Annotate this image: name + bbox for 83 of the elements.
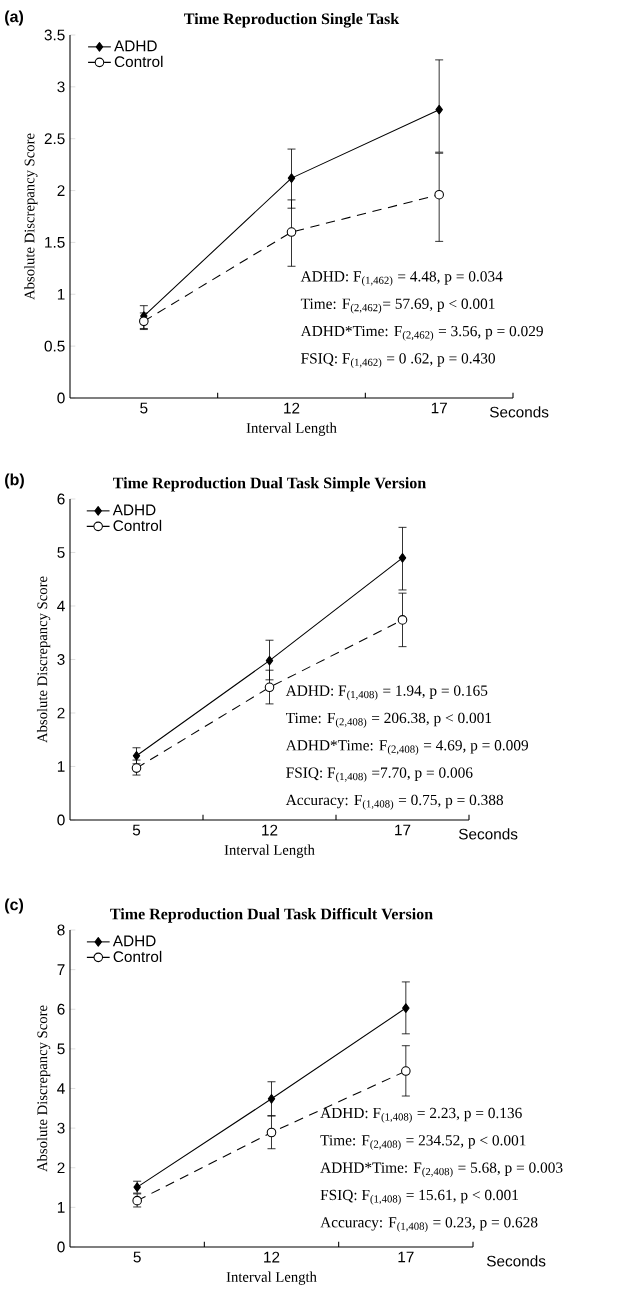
text: Seconds (489, 406, 549, 418)
annotation: ADHD*Time: F$_{(2,408)}$ = 4.69, p = 0.009 (285, 740, 529, 755)
point (398, 553, 407, 563)
y-axis-title: Absolute Discrepancy Score (36, 1005, 51, 1172)
legend-label: Control (113, 519, 162, 532)
point (401, 1066, 411, 1076)
x-axis-title: Interval Length (226, 1271, 317, 1285)
y-tick-label: 2.5 (44, 133, 65, 145)
x-tick-label: 12 (264, 1251, 280, 1263)
x-tick-label: 5 (133, 1251, 141, 1263)
annotation: ADHD*Time: F$_{(2,408)}$ = 5.68, p = 0.003 (320, 1162, 563, 1178)
y-tick-label: 1 (57, 761, 65, 772)
y-tick-label: 0 (57, 1241, 65, 1253)
chart-title: Time Reproduction Dual Task Difficult Version (110, 907, 433, 923)
annotation: ADHD: F$_{(1,408)}$ = 2.23, p = 0.136 (320, 1107, 522, 1123)
text: Seconds (486, 1255, 546, 1267)
point (265, 655, 274, 666)
y-tick-label: 6 (57, 1003, 65, 1015)
chart-title: Time Reproduction Single Task (184, 12, 400, 28)
y-tick-label: 3.5 (44, 29, 65, 41)
x-tick-label: 17 (431, 402, 447, 414)
y-tick-label: 8 (57, 924, 65, 936)
point (435, 104, 443, 115)
point (267, 1093, 276, 1104)
legend-label: ADHD (112, 935, 156, 947)
point (286, 227, 297, 237)
point (434, 189, 444, 200)
y-tick-label: 5 (57, 1043, 65, 1055)
annotation: ADHD: F$_{(1,408)}$ = 1.94, p = 0.165 (285, 685, 488, 701)
point (287, 173, 296, 183)
x-axis-title: Interval Length (246, 422, 337, 436)
annotation: Accuracy: F$_{(1,408)}$ = 0.23, p = 0.628 (320, 1217, 538, 1232)
legend-label: Control (114, 55, 163, 68)
y-tick-label: 1 (57, 1202, 65, 1213)
y-tick-label: 4 (57, 1083, 65, 1094)
y-tick-label: 5 (57, 547, 65, 558)
text: (b) (5, 473, 24, 489)
y-tick-label: 2 (57, 707, 65, 719)
y-tick-label: 0.5 (44, 340, 65, 352)
y-tick-label: 1 (57, 289, 65, 300)
y-tick-label: 3 (57, 1122, 65, 1134)
point (397, 615, 408, 625)
point (266, 1127, 277, 1138)
point (132, 750, 141, 761)
x-tick-label: 12 (284, 402, 300, 414)
legend-label: Control (113, 950, 162, 963)
annotation: Time: F$_{(2,408)}$ = 206.38, p < 0.001 (286, 712, 492, 728)
y-axis-title: Absolute Discrepancy Score (24, 133, 38, 300)
x-tick-label: 17 (395, 824, 411, 836)
x-tick-label: 5 (132, 824, 141, 836)
text: (c) (5, 898, 24, 914)
x-tick-label: 5 (140, 402, 148, 414)
x-axis-title: Interval Length (224, 844, 315, 858)
y-tick-label: 1.5 (45, 237, 65, 248)
annotation: FSIQ: F$_{(1,462)}$ = 0 .62, p = 0.430 (301, 353, 495, 369)
y-tick-label: 3 (57, 81, 65, 93)
annotation: FSIQ: F$_{(1,408)}$ = 15.61, p < 0.001 (320, 1189, 518, 1205)
y-tick-label: 2 (57, 1162, 65, 1174)
annotation: ADHD: F$_{(1,462)}$ = 4.48, p = 0.034 (300, 271, 503, 287)
point (131, 763, 142, 773)
text: Seconds (458, 828, 518, 840)
y-tick-label: 0 (57, 392, 65, 404)
y-tick-label: 3 (57, 654, 65, 665)
y-tick-label: 0 (57, 814, 65, 826)
y-tick-label: 7 (57, 964, 65, 975)
text: (a) (5, 10, 24, 26)
point (402, 1003, 410, 1013)
chart-title: Time Reproduction Dual Task Simple Version (113, 477, 426, 492)
point (264, 682, 275, 693)
legend-label: ADHD (112, 504, 156, 516)
annotation: Accuracy: F$_{(1,408)}$ = 0.75, p = 0.388 (285, 794, 504, 810)
y-tick-label: 6 (57, 493, 65, 505)
annotation: Time: F$_{(2,462)}$= 57.69, p < 0.001 (300, 298, 495, 314)
annotation: Time: F$_{(2,408)}$ = 234.52, p < 0.001 (320, 1135, 526, 1150)
y-tick-label: 2 (57, 185, 65, 196)
x-tick-label: 17 (398, 1251, 414, 1263)
annotation: FSIQ: F$_{(1,408)}$ =7.70, p = 0.006 (286, 767, 473, 783)
annotation: ADHD*Time: F$_{(2,462)}$ = 3.56, p = 0.029 (300, 325, 543, 341)
y-tick-label: 4 (57, 600, 65, 612)
x-tick-label: 12 (262, 824, 278, 836)
y-axis-title: Absolute Discrepancy Score (36, 576, 51, 743)
point (139, 316, 149, 327)
legend-label: ADHD (114, 40, 157, 52)
